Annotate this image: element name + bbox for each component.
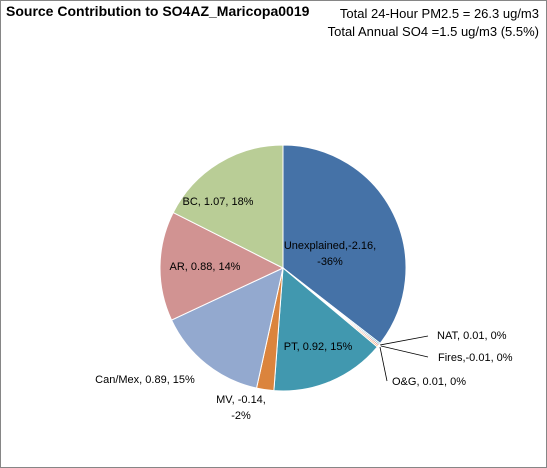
data-label-o-g: O&G, 0.01, 0% (392, 376, 466, 388)
data-label-ar: AR, 0.88, 14% (170, 261, 241, 273)
pie-slice-pt (273, 266, 379, 392)
leader-line-fires (380, 345, 429, 358)
chart-title: Source Contribution to SO4AZ_Maricopa001… (6, 3, 310, 19)
chart-subtitle-pm25: Total 24-Hour PM2.5 = 26.3 ug/m3 (339, 6, 539, 21)
data-label-fires: Fires,-0.01, 0% (438, 352, 513, 364)
pie-slice-ar (159, 211, 285, 321)
pie-slice-unexplained (282, 144, 407, 345)
data-label-bc: BC, 1.07, 18% (183, 196, 254, 208)
data-label-nat: NAT, 0.01, 0% (437, 330, 507, 342)
data-label-unexplained: Unexplained,-2.16, -36% (284, 240, 376, 268)
chart-subtitle-so4: Total Annual SO4 =1.5 ug/m3 (5.5%) (327, 24, 539, 39)
pie-slice-can-mex (170, 267, 284, 389)
pie-slice-bc (172, 144, 284, 269)
data-label-pt: PT, 0.92, 15% (284, 341, 353, 353)
leader-line-o-g (379, 346, 388, 382)
data-label-mv: MV, -0.14, -2% (216, 394, 266, 422)
leader-line-nat (379, 335, 429, 346)
data-label-can-mex: Can/Mex, 0.89, 15% (95, 374, 195, 386)
